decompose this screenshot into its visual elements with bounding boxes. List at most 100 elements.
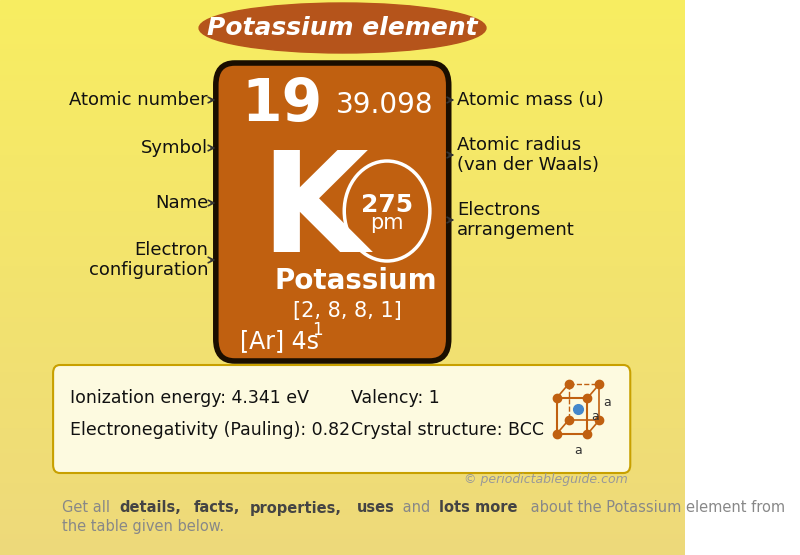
Bar	[0, 131, 685, 137]
Bar	[0, 398, 685, 405]
Bar	[0, 500, 685, 506]
Text: Electronegativity (Pauling): 0.82: Electronegativity (Pauling): 0.82	[70, 421, 350, 439]
Bar	[0, 152, 685, 158]
Bar	[0, 338, 685, 344]
Bar	[0, 111, 685, 117]
Bar	[0, 51, 685, 57]
Bar	[0, 166, 685, 173]
Bar	[0, 444, 685, 450]
Text: 1: 1	[312, 321, 322, 339]
Bar	[0, 530, 685, 536]
Bar	[0, 15, 685, 21]
Bar	[0, 328, 685, 334]
Bar	[0, 86, 685, 92]
Bar	[0, 429, 685, 435]
Text: [Ar] 4s: [Ar] 4s	[240, 329, 318, 353]
Text: uses: uses	[357, 501, 394, 516]
Bar	[0, 80, 685, 87]
Bar	[0, 540, 685, 546]
Bar	[0, 364, 685, 369]
Text: Atomic radius
(van der Waals): Atomic radius (van der Waals)	[458, 135, 599, 174]
Bar	[0, 60, 685, 67]
Bar	[0, 258, 685, 264]
Bar	[0, 171, 685, 178]
Text: Ionization energy: 4.341 eV: Ionization energy: 4.341 eV	[70, 389, 310, 407]
Bar	[0, 313, 685, 319]
Bar	[0, 162, 685, 168]
Bar	[0, 101, 685, 107]
Text: a: a	[591, 410, 598, 422]
Bar	[0, 504, 685, 511]
Bar	[0, 56, 685, 62]
Text: a: a	[574, 444, 582, 457]
Bar	[0, 369, 685, 375]
Bar	[0, 273, 685, 279]
Bar	[0, 292, 685, 299]
Bar	[0, 333, 685, 339]
Text: 19: 19	[242, 77, 322, 134]
Bar	[0, 343, 685, 349]
Text: Electron
configuration: Electron configuration	[89, 241, 208, 279]
Bar	[0, 509, 685, 516]
Bar	[0, 41, 685, 47]
Bar	[0, 550, 685, 555]
Text: details,: details,	[120, 501, 182, 516]
Text: 275: 275	[361, 193, 413, 217]
Bar	[0, 157, 685, 163]
Text: Crystal structure: BCC: Crystal structure: BCC	[351, 421, 544, 439]
Bar	[0, 480, 685, 486]
Bar	[0, 524, 685, 531]
Bar	[0, 96, 685, 102]
Bar	[0, 181, 685, 188]
Bar	[0, 388, 685, 395]
Bar	[0, 142, 685, 147]
Bar	[0, 353, 685, 359]
Bar	[0, 202, 685, 208]
Text: Symbol: Symbol	[141, 139, 208, 157]
Bar	[0, 278, 685, 284]
Bar	[0, 36, 685, 42]
Bar	[0, 136, 685, 142]
Bar	[0, 545, 685, 551]
Bar	[0, 490, 685, 496]
Text: Get all: Get all	[62, 501, 114, 516]
Bar	[0, 217, 685, 223]
Bar	[0, 374, 685, 380]
Bar	[0, 323, 685, 329]
Bar	[0, 25, 685, 31]
Bar	[0, 207, 685, 213]
Bar	[0, 469, 685, 475]
Bar	[0, 75, 685, 82]
Text: the table given below.: the table given below.	[62, 518, 224, 533]
Bar	[0, 247, 685, 253]
Bar	[0, 519, 685, 526]
Text: Potassium: Potassium	[274, 267, 437, 295]
Text: about the Potassium element from: about the Potassium element from	[526, 501, 785, 516]
Bar	[0, 186, 685, 193]
Bar	[0, 514, 685, 521]
Bar	[0, 5, 685, 11]
Text: pm: pm	[370, 213, 404, 233]
Text: Name: Name	[155, 194, 208, 212]
Bar	[0, 237, 685, 243]
Bar	[0, 20, 685, 26]
Bar	[0, 393, 685, 400]
Bar	[0, 348, 685, 354]
Bar	[0, 70, 685, 77]
Text: Potassium element: Potassium element	[207, 16, 478, 40]
Bar	[0, 31, 685, 36]
Text: and: and	[398, 501, 435, 516]
Bar	[0, 439, 685, 445]
Bar	[0, 121, 685, 127]
Bar	[0, 379, 685, 385]
Bar	[0, 424, 685, 430]
Bar	[0, 535, 685, 541]
Bar	[0, 413, 685, 420]
Bar	[0, 464, 685, 470]
Text: K: K	[260, 145, 368, 280]
Bar	[0, 475, 685, 480]
Bar	[0, 263, 685, 269]
Bar	[0, 242, 685, 248]
Bar	[0, 106, 685, 112]
Bar	[0, 302, 685, 309]
